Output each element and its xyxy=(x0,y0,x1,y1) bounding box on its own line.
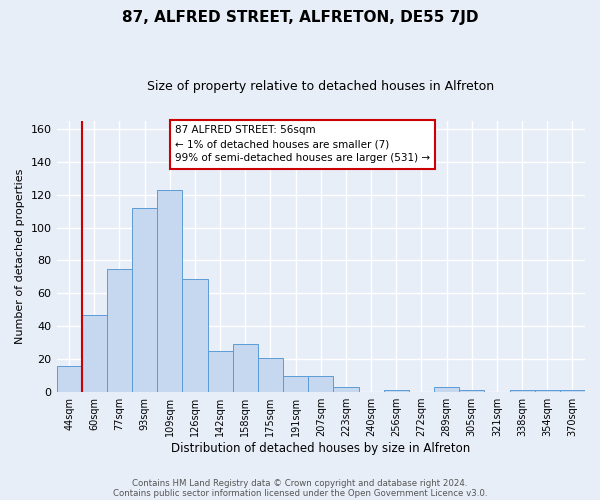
Bar xyxy=(434,387,459,392)
Bar xyxy=(157,190,182,392)
Bar xyxy=(535,390,560,392)
Bar xyxy=(509,390,535,392)
X-axis label: Distribution of detached houses by size in Alfreton: Distribution of detached houses by size … xyxy=(171,442,470,455)
Bar xyxy=(208,351,233,392)
Bar xyxy=(107,268,132,392)
Bar xyxy=(132,208,157,392)
Bar xyxy=(459,390,484,392)
Y-axis label: Number of detached properties: Number of detached properties xyxy=(15,168,25,344)
Bar xyxy=(560,390,585,392)
Text: 87 ALFRED STREET: 56sqm
← 1% of detached houses are smaller (7)
99% of semi-deta: 87 ALFRED STREET: 56sqm ← 1% of detached… xyxy=(175,126,430,164)
Text: 87, ALFRED STREET, ALFRETON, DE55 7JD: 87, ALFRED STREET, ALFRETON, DE55 7JD xyxy=(122,10,478,25)
Bar xyxy=(383,390,409,392)
Bar xyxy=(258,358,283,392)
Bar xyxy=(308,376,334,392)
Text: Contains public sector information licensed under the Open Government Licence v3: Contains public sector information licen… xyxy=(113,488,487,498)
Bar xyxy=(334,387,359,392)
Bar xyxy=(283,376,308,392)
Text: Contains HM Land Registry data © Crown copyright and database right 2024.: Contains HM Land Registry data © Crown c… xyxy=(132,478,468,488)
Bar xyxy=(82,314,107,392)
Bar xyxy=(56,366,82,392)
Title: Size of property relative to detached houses in Alfreton: Size of property relative to detached ho… xyxy=(147,80,494,93)
Bar xyxy=(233,344,258,392)
Bar xyxy=(182,278,208,392)
